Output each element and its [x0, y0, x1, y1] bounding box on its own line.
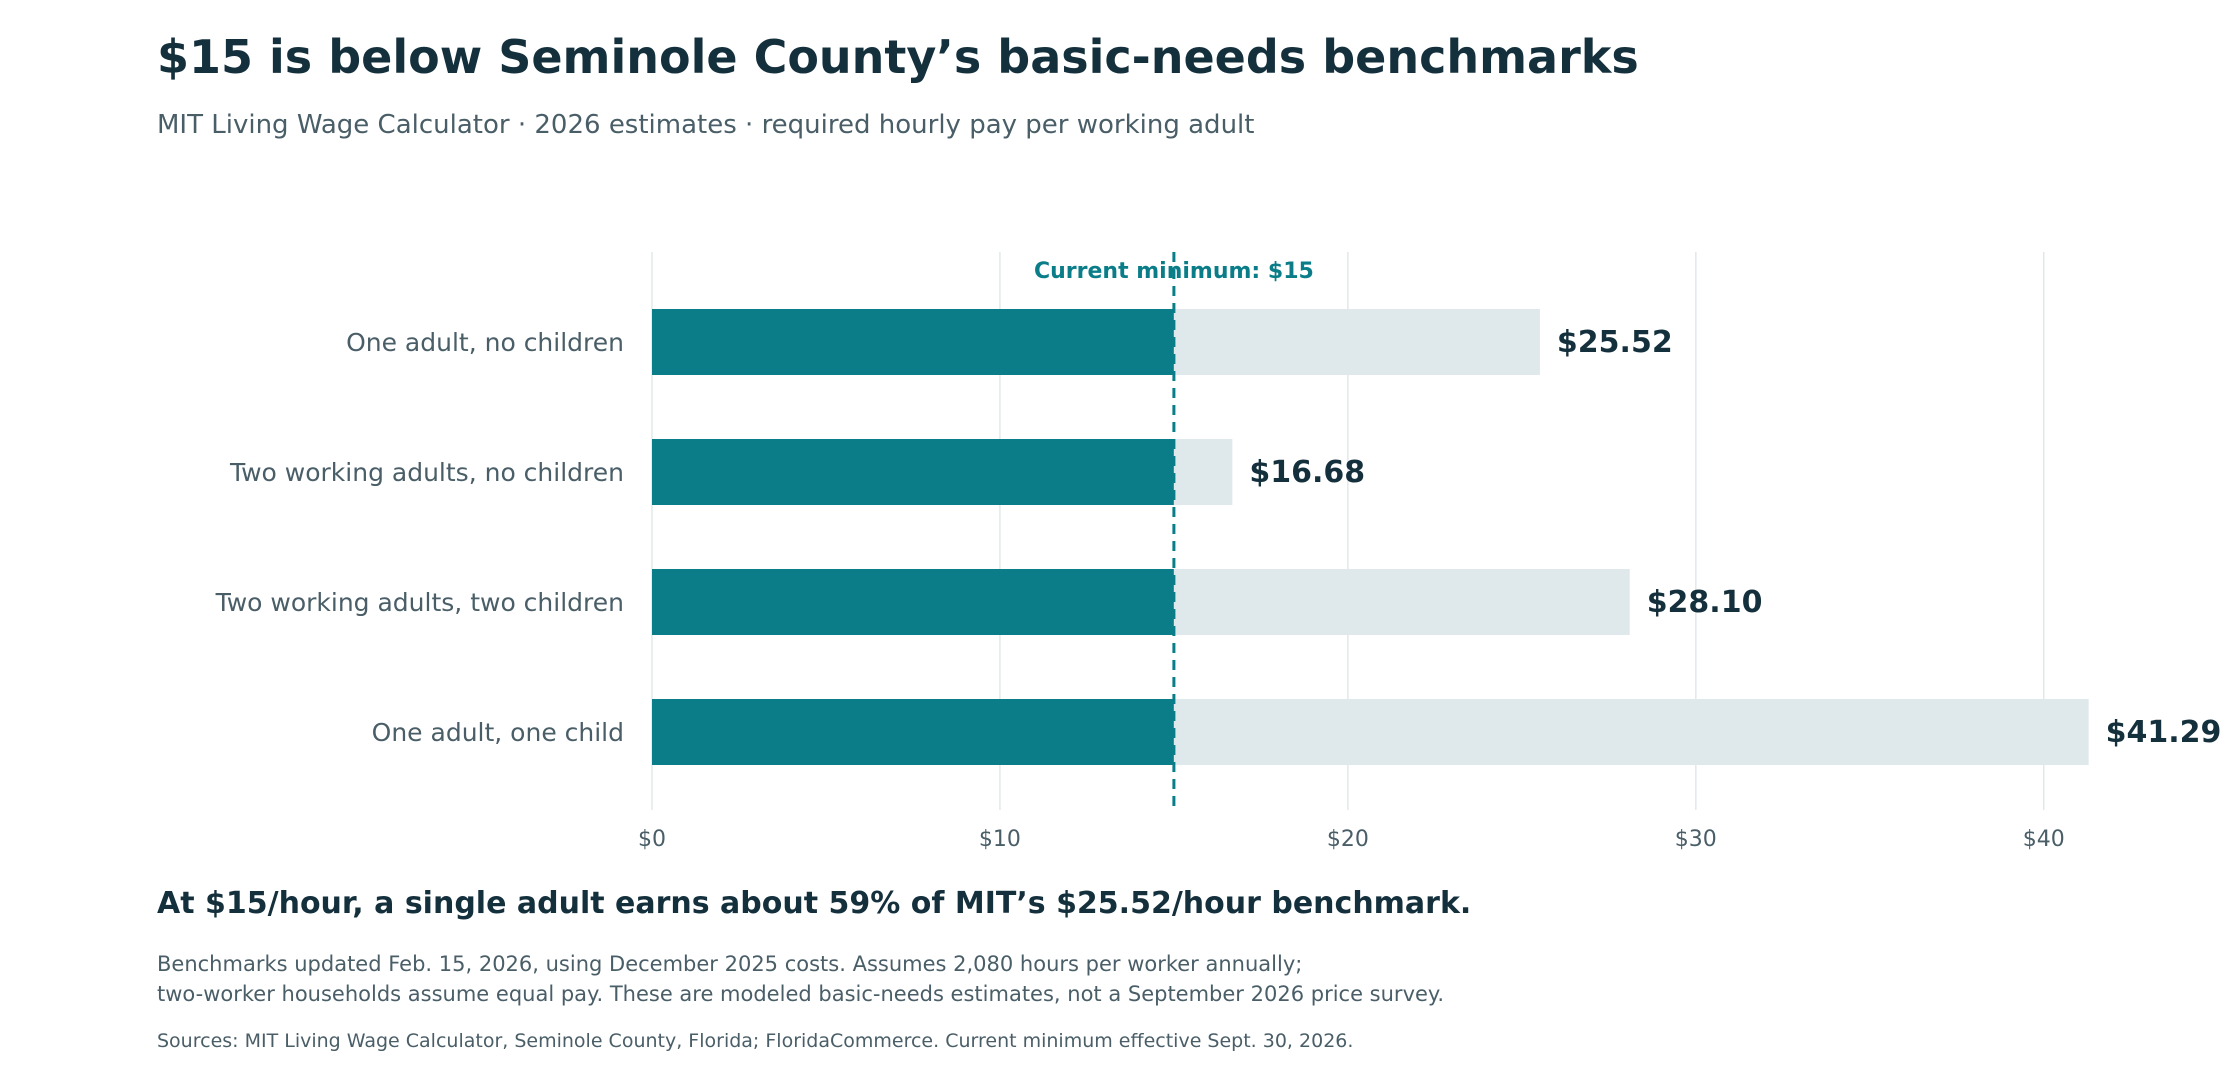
bar-segment-below-minimum: [652, 569, 1174, 635]
reference-line-label: Current minimum: $15: [1034, 259, 1314, 284]
source-note: Sources: MIT Living Wage Calculator, Sem…: [157, 1030, 1354, 1052]
category-label: Two working adults, no children: [229, 458, 624, 487]
chart-title: $15 is below Seminole County’s basic-nee…: [157, 30, 1639, 84]
bar-segment-below-minimum: [652, 699, 1174, 765]
bar-segment-below-minimum: [652, 439, 1174, 505]
chart-subtitle: MIT Living Wage Calculator · 2026 estima…: [157, 110, 1255, 140]
category-label: One adult, no children: [346, 328, 624, 357]
bar-segment-above-minimum: [1173, 309, 1540, 375]
bar-value-label: $25.52: [1557, 325, 1673, 360]
bar-segment-above-minimum: [1173, 569, 1630, 635]
bar-value-label: $28.10: [1647, 585, 1763, 620]
category-label: One adult, one child: [372, 718, 624, 747]
x-tick-label: $20: [1327, 827, 1369, 852]
x-tick-label: $0: [638, 827, 666, 852]
category-label: Two working adults, two children: [215, 588, 624, 617]
x-tick-label: $10: [979, 827, 1021, 852]
bar-segment-above-minimum: [1173, 439, 1233, 505]
key-takeaway: At $15/hour, a single adult earns about …: [157, 886, 1472, 921]
methodology-note-line-2: two-worker households assume equal pay. …: [157, 982, 1445, 1006]
methodology-note-line-1: Benchmarks updated Feb. 15, 2026, using …: [157, 952, 1303, 976]
bar-value-label: $41.29: [2106, 715, 2222, 750]
x-tick-label: $30: [1675, 827, 1717, 852]
bar-segment-above-minimum: [1173, 699, 2089, 765]
bar-value-label: $16.68: [1249, 455, 1365, 490]
x-tick-label: $40: [2023, 827, 2065, 852]
bar-segment-below-minimum: [652, 309, 1174, 375]
